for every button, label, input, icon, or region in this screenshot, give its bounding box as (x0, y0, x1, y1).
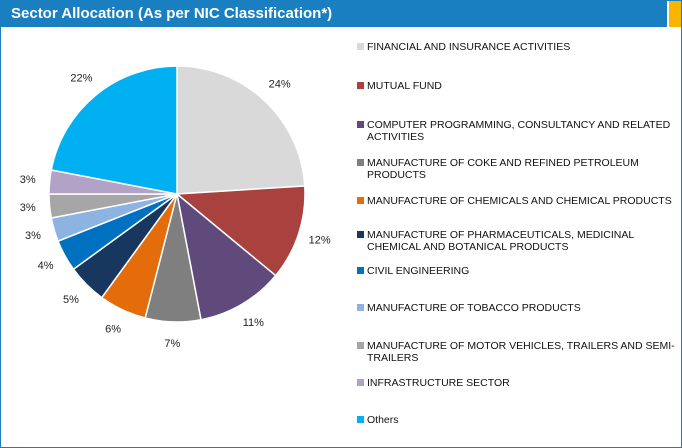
legend-swatch (357, 267, 364, 274)
legend-swatch (357, 43, 364, 50)
legend-label: MANUFACTURE OF MOTOR VEHICLES, TRAILERS … (367, 340, 675, 364)
legend-item: MANUFACTURE OF PHARMACEUTICALS, MEDICINA… (357, 229, 677, 253)
legend-item: CIVIL ENGINEERING (357, 265, 677, 277)
legend-item: MANUFACTURE OF CHEMICALS AND CHEMICAL PR… (357, 195, 677, 207)
legend-item: Others (357, 414, 677, 426)
legend-swatch (357, 304, 364, 311)
pie-slice (176, 65, 306, 195)
legend-swatch (357, 121, 364, 128)
data-label: 11% (243, 317, 264, 329)
legend-item: MANUFACTURE OF MOTOR VEHICLES, TRAILERS … (357, 340, 677, 364)
legend-swatch (357, 82, 364, 89)
pie-slice (175, 192, 277, 321)
legend-item: MANUFACTURE OF COKE AND REFINED PETROLEU… (357, 157, 677, 181)
legend-swatch (357, 342, 364, 349)
data-label: 7% (164, 338, 180, 350)
legend-item: INFRASTRUCTURE SECTOR (357, 377, 677, 389)
legend-label: INFRASTRUCTURE SECTOR (367, 377, 510, 389)
legend-swatch (357, 379, 364, 386)
legend-label: MANUFACTURE OF COKE AND REFINED PETROLEU… (367, 157, 639, 181)
legend-label: MANUFACTURE OF CHEMICALS AND CHEMICAL PR… (367, 195, 672, 207)
legend-label: FINANCIAL AND INSURANCE ACTIVITIES (367, 41, 571, 53)
legend-label: MUTUAL FUND (367, 80, 442, 92)
legend-swatch (357, 231, 364, 238)
legend-swatch (357, 159, 364, 166)
legend-label: CIVIL ENGINEERING (367, 265, 470, 277)
header-accent (669, 1, 681, 27)
panel-title: Sector Allocation (As per NIC Classifica… (1, 1, 667, 27)
pie-slice (175, 185, 306, 277)
legend-label: COMPUTER PROGRAMMING, CONSULTANCY AND RE… (367, 119, 671, 143)
legend-label: Others (367, 414, 399, 426)
legend-item: MANUFACTURE OF TOBACCO PRODUCTS (357, 302, 677, 314)
legend-item: COMPUTER PROGRAMMING, CONSULTANCY AND RE… (357, 119, 677, 143)
data-label: 3% (20, 202, 36, 214)
data-label: 12% (309, 234, 331, 246)
data-label: 24% (269, 79, 291, 91)
legend-label: MANUFACTURE OF TOBACCO PRODUCTS (367, 302, 581, 314)
data-label: 5% (63, 294, 79, 306)
data-label: 6% (105, 324, 121, 336)
data-label: 3% (25, 230, 41, 242)
legend-swatch (357, 197, 364, 204)
legend-item: FINANCIAL AND INSURANCE ACTIVITIES (357, 41, 677, 53)
data-label: 3% (20, 174, 36, 186)
legend-item: MUTUAL FUND (357, 80, 677, 92)
legend-swatch (357, 416, 364, 423)
legend-label: MANUFACTURE OF PHARMACEUTICALS, MEDICINA… (367, 229, 634, 253)
pie-slice (50, 65, 178, 195)
data-label: 22% (70, 72, 92, 84)
data-label: 4% (38, 260, 54, 272)
